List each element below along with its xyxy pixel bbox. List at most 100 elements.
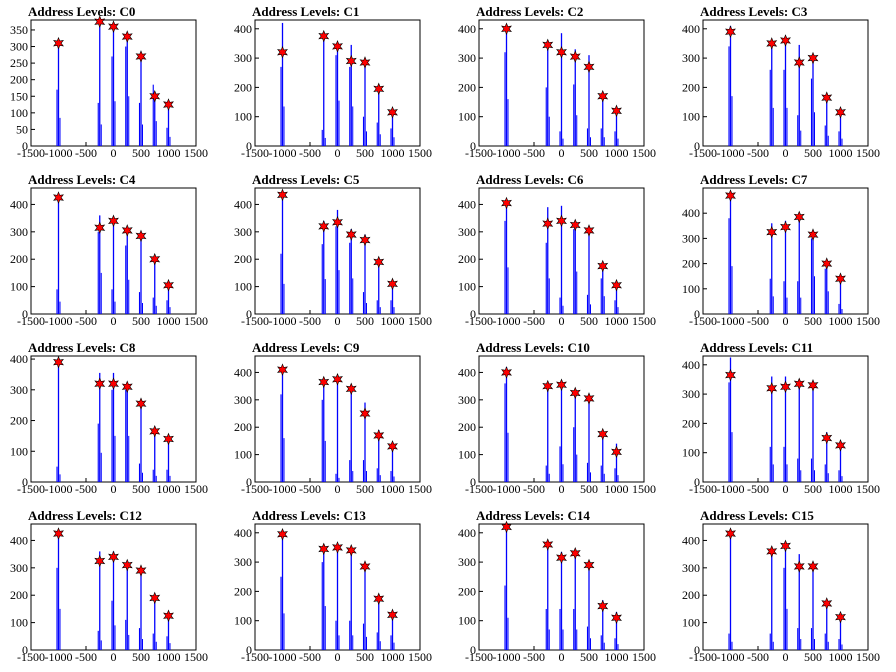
peak-star — [821, 91, 833, 104]
x-tick-label: 1000 — [157, 146, 181, 160]
x-tick-label: -1000 — [269, 482, 297, 496]
y-tick-label: 0 — [694, 139, 700, 153]
y-tick-label: 0 — [246, 475, 252, 489]
peak-star — [149, 89, 161, 103]
peak-star — [807, 51, 819, 65]
peak-star — [501, 520, 512, 534]
chart-svg: Address Levels: C3-1500 -1000 -500 0 500 1000… — [682, 4, 880, 160]
y-tick-label: 100 — [234, 280, 252, 294]
peak-star — [108, 214, 119, 228]
y-tick-label: 400 — [458, 22, 476, 36]
peak-star — [163, 432, 174, 446]
x-tick-label: 1500 — [408, 482, 432, 496]
x-tick-label: -500 — [75, 314, 97, 328]
chart-svg: Address Levels: C4-1500 -1000 -500 0 500 1000… — [10, 172, 208, 328]
x-tick-label: 500 — [580, 146, 598, 160]
peak-star — [135, 397, 147, 410]
y-tick-label: 100 — [458, 448, 476, 462]
peak-star — [501, 366, 512, 379]
x-tick-label: 0 — [111, 482, 117, 496]
x-tick-label: 0 — [335, 314, 341, 328]
chart-svg: Address Levels: C9-1500 -1000 -500 0 500 1000… — [234, 340, 432, 496]
peak-star — [332, 372, 343, 386]
chart-panel: Address Levels: C10 -1500 -1000 -500 0 500 100… — [448, 336, 672, 504]
x-tick-label: -500 — [299, 314, 321, 328]
peak-star — [597, 89, 609, 103]
x-tick-label: -1500 — [689, 146, 717, 160]
peak-star — [121, 30, 133, 43]
x-tick-label: 1000 — [605, 314, 629, 328]
x-tick-label: -500 — [747, 650, 769, 664]
peak-star — [53, 355, 64, 369]
y-tick-label: 0 — [246, 139, 252, 153]
peak-star — [835, 610, 846, 624]
x-tick-label: 0 — [559, 314, 565, 328]
y-tick-label: 100 — [10, 444, 28, 458]
peak-star — [766, 545, 778, 558]
x-tick-label: -1500 — [241, 146, 269, 160]
x-tick-label: 1000 — [381, 482, 405, 496]
y-tick-label: 300 — [458, 51, 476, 65]
peak-star — [807, 378, 819, 392]
x-tick-label: -500 — [747, 482, 769, 496]
x-tick-label: 1500 — [184, 314, 208, 328]
chart-panel: Address Levels: C11 -1500 -1000 -500 0 500 100… — [672, 336, 896, 504]
peak-star — [793, 377, 805, 391]
x-tick-label: 500 — [132, 650, 150, 664]
y-tick-label: 200 — [682, 416, 700, 430]
peak-star — [387, 277, 398, 291]
peak-star — [556, 214, 567, 228]
peak-star — [725, 527, 736, 540]
peak-star — [821, 257, 833, 270]
x-tick-label: 0 — [559, 650, 565, 664]
peak-star — [373, 429, 385, 442]
y-tick-label: 200 — [458, 584, 476, 598]
x-tick-label: 1000 — [829, 650, 853, 664]
y-tick-label: 200 — [234, 420, 252, 434]
peak-star — [611, 445, 622, 459]
chart-svg: Address Levels: C13 -1500 -1000 -500 0 500 100… — [234, 508, 432, 664]
x-tick-label: 1000 — [157, 482, 181, 496]
x-tick-label: 500 — [804, 650, 822, 664]
x-tick-label: 1000 — [157, 314, 181, 328]
chart-title: Address Levels: C0 — [28, 4, 135, 19]
peak-star — [345, 54, 357, 68]
peak-star — [277, 527, 288, 541]
chart-title: Address Levels: C6 — [476, 172, 584, 187]
x-tick-label: 1000 — [381, 650, 405, 664]
y-tick-label: 300 — [458, 225, 476, 239]
x-tick-label: 500 — [580, 482, 598, 496]
y-tick-label: 0 — [470, 643, 476, 657]
peak-star — [597, 259, 609, 273]
x-tick-label: -1500 — [689, 482, 717, 496]
peak-star — [569, 218, 581, 232]
peak-star — [94, 554, 106, 568]
chart-svg: Address Levels: C6-1500 -1000 -500 0 500 1000… — [458, 172, 656, 328]
peak-star — [277, 188, 288, 202]
chart-title: Address Levels: C12 — [28, 508, 142, 523]
y-tick-label: 400 — [234, 197, 252, 211]
y-tick-label: 200 — [458, 80, 476, 94]
x-tick-label: -1500 — [241, 482, 269, 496]
peak-star — [318, 375, 330, 389]
peak-star — [780, 220, 791, 234]
peak-star — [53, 191, 64, 204]
peak-star — [332, 40, 343, 53]
y-tick-label: 100 — [458, 614, 476, 628]
peak-star — [583, 392, 595, 405]
peak-star — [332, 541, 343, 554]
x-tick-label: 1000 — [381, 146, 405, 160]
x-tick-label: 1000 — [381, 314, 405, 328]
y-tick-label: 0 — [694, 307, 700, 321]
x-tick-label: 1000 — [605, 146, 629, 160]
peak-star — [542, 38, 554, 52]
x-tick-label: 1000 — [829, 314, 853, 328]
y-tick-label: 400 — [10, 352, 28, 366]
x-tick-label: 0 — [111, 314, 117, 328]
y-tick-label: 0 — [246, 643, 252, 657]
y-tick-label: 300 — [10, 225, 28, 239]
peak-star — [835, 439, 846, 452]
chart-svg: Address Levels: C14 -1500 -1000 -500 0 500 100… — [458, 508, 656, 664]
y-tick-label: 400 — [682, 358, 700, 372]
chart-panel: Address Levels: C5 -1500 -1000 -500 0 500 1000… — [224, 168, 448, 336]
